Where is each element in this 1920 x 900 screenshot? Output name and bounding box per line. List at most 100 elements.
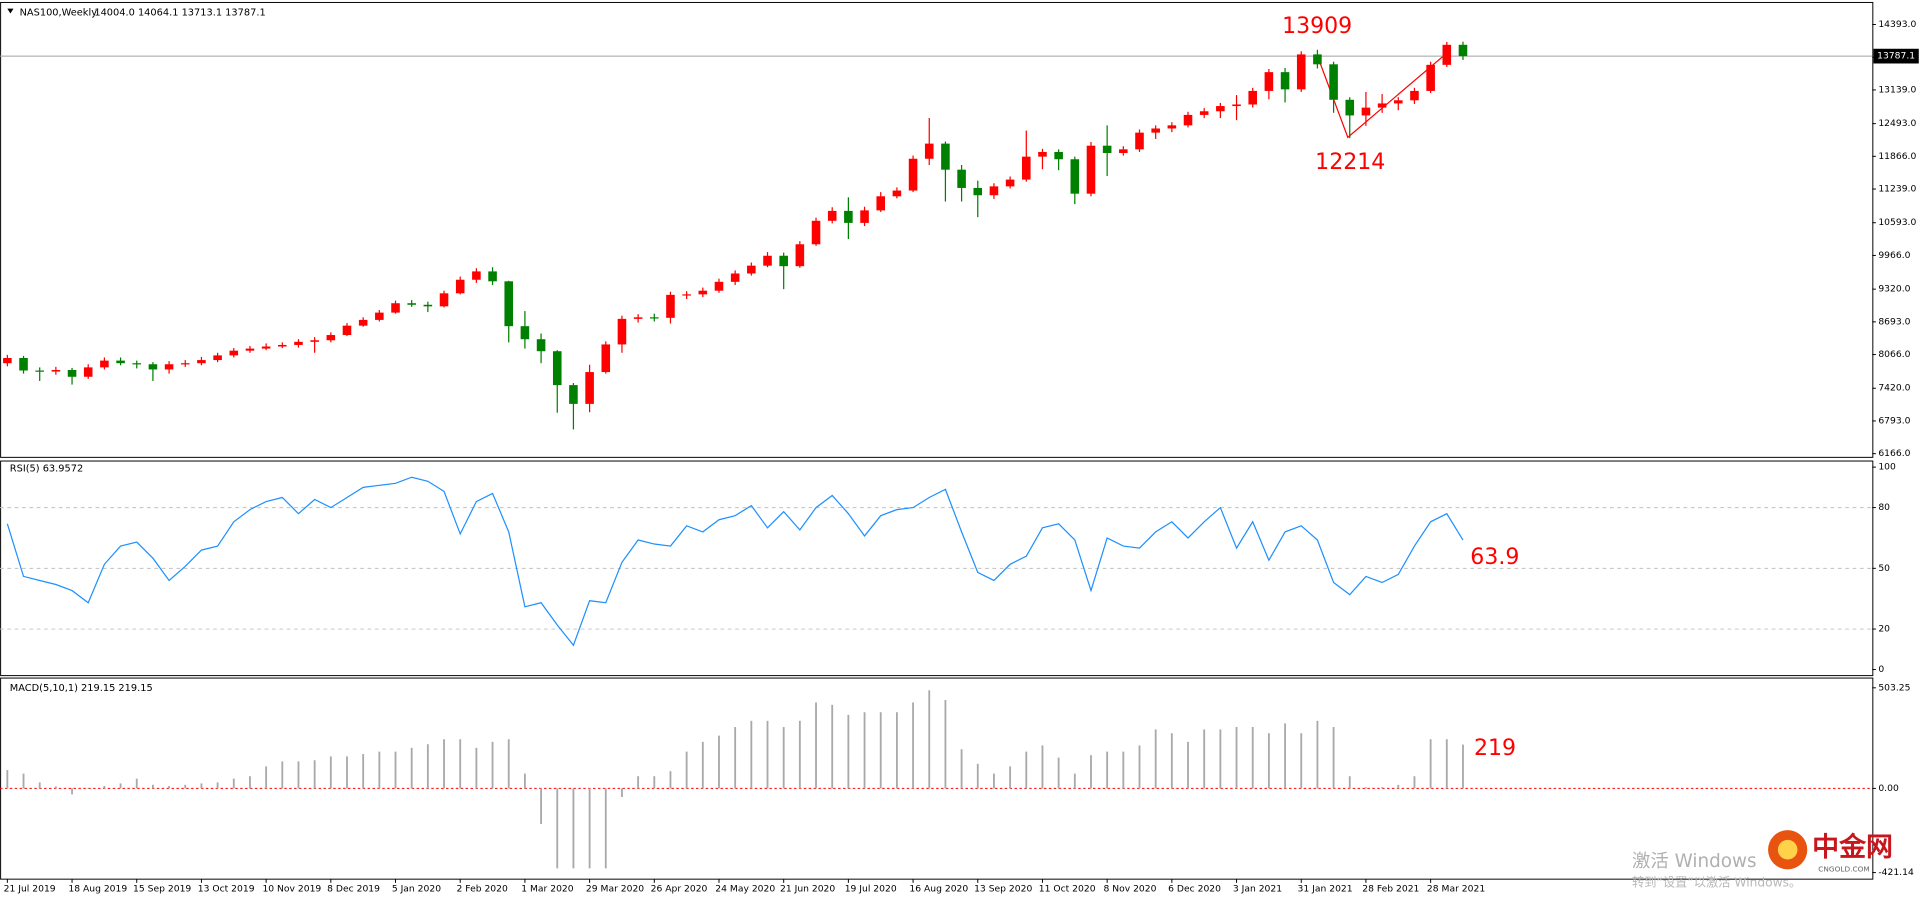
- macd-bar: [928, 690, 931, 789]
- candle-body: [1280, 72, 1290, 90]
- candle-body: [1248, 90, 1258, 105]
- macd-bar: [6, 770, 9, 789]
- macd-bar: [249, 776, 251, 789]
- y-tick-label: 0.00: [1878, 783, 1899, 794]
- watermark: 转到“设置”以激活 Windows。: [1632, 874, 1801, 889]
- candle-body: [795, 244, 805, 267]
- candle-body: [132, 363, 142, 365]
- macd-bar: [944, 700, 947, 789]
- macd-bar: [1009, 766, 1012, 789]
- macd-bar: [329, 756, 332, 789]
- candle-body: [650, 317, 659, 319]
- macd-bar: [588, 788, 591, 869]
- y-tick-label: 11239.0: [1878, 184, 1916, 195]
- macd-bar: [507, 739, 510, 789]
- candle-body: [35, 370, 44, 372]
- x-tick-label: 3 Jan 2021: [1233, 883, 1282, 894]
- ohlc-text: 14004.0 14064.1 13713.1 13787.1: [94, 7, 265, 18]
- candle-body: [1296, 54, 1306, 90]
- candle-body: [633, 317, 643, 319]
- rsi-title: RSI(5) 63.9572: [10, 463, 83, 474]
- x-tick-label: 28 Mar 2021: [1427, 883, 1485, 894]
- x-tick-label: 11 Oct 2020: [1039, 883, 1096, 894]
- candle-body: [1167, 125, 1177, 129]
- macd-bar: [621, 788, 623, 798]
- candle-body: [973, 187, 983, 196]
- y-tick-label: 50: [1878, 563, 1890, 574]
- candle-body: [1232, 104, 1241, 107]
- candle-body: [407, 303, 416, 305]
- candle-body: [1442, 44, 1452, 65]
- candle-body: [957, 169, 966, 188]
- x-tick-label: 5 Jan 2020: [392, 883, 441, 894]
- logo-name: 中金网: [1812, 831, 1893, 863]
- y-tick-label: 100: [1878, 462, 1896, 473]
- x-tick-label: 8 Dec 2019: [327, 883, 380, 894]
- x-tick-label: 18 Aug 2019: [68, 883, 127, 894]
- macd-bar: [297, 761, 300, 789]
- candle-body: [51, 369, 61, 372]
- candle-body: [617, 318, 627, 345]
- candle-body: [698, 290, 708, 295]
- x-tick-label: 31 Jan 2021: [1298, 883, 1353, 894]
- candle-body: [682, 294, 691, 296]
- macd-bar: [960, 749, 963, 789]
- x-tick-label: 1 Mar 2020: [521, 883, 574, 894]
- candle-body: [1119, 149, 1128, 153]
- macd-bar: [1462, 744, 1464, 789]
- macd-bar: [1397, 784, 1400, 789]
- macd-bar: [1122, 751, 1125, 789]
- candle-body: [1264, 72, 1274, 91]
- annotation: 13909: [1282, 14, 1352, 39]
- macd-bar: [1073, 773, 1076, 789]
- macd-bar: [798, 720, 801, 789]
- candle-body: [747, 265, 756, 274]
- macd-bar: [782, 727, 785, 789]
- candle-body: [1005, 179, 1015, 187]
- watermark: 激活 Windows: [1632, 851, 1757, 872]
- candle-body: [391, 303, 400, 313]
- macd-bar: [71, 788, 73, 795]
- candle-body: [504, 281, 514, 327]
- y-tick-label: 20: [1878, 624, 1890, 635]
- macd-bar: [1235, 727, 1238, 789]
- macd-bar: [168, 786, 171, 789]
- candle-body: [892, 190, 902, 197]
- candle-body: [1102, 145, 1112, 153]
- candle-body: [294, 341, 303, 345]
- macd-bar: [1170, 733, 1173, 789]
- macd-bar: [491, 741, 494, 789]
- macd-bar: [1300, 733, 1303, 789]
- macd-bar: [1445, 739, 1448, 789]
- macd-bar: [410, 747, 413, 789]
- candle-body: [1329, 64, 1338, 100]
- candle-body: [569, 385, 578, 404]
- y-tick-label: 7420.0: [1878, 383, 1910, 394]
- candle-body: [1410, 90, 1419, 101]
- macd-bar: [572, 788, 575, 869]
- candle-body: [520, 326, 530, 340]
- candle-body: [552, 351, 562, 386]
- y-tick-label: -421.14: [1878, 867, 1914, 878]
- candle-body: [666, 294, 675, 318]
- x-tick-label: 21 Jul 2019: [4, 883, 56, 894]
- macd-bar: [701, 741, 704, 789]
- macd-bar: [135, 778, 138, 789]
- macd-bar: [766, 720, 769, 789]
- candle-body: [67, 369, 77, 377]
- candle-body: [1183, 114, 1193, 126]
- candle-body: [455, 279, 465, 294]
- x-tick-label: 2 Feb 2020: [457, 883, 508, 894]
- macd-bar: [281, 761, 284, 789]
- macd-bar: [54, 786, 57, 789]
- candle-body: [1086, 145, 1096, 194]
- x-tick-label: 8 Nov 2020: [1103, 883, 1156, 894]
- candle-body: [472, 271, 481, 280]
- macd-bar: [912, 702, 914, 789]
- y-tick-label: 13139.0: [1878, 84, 1916, 95]
- macd-bar: [540, 788, 542, 824]
- macd-bar: [475, 747, 478, 789]
- x-tick-label: 13 Sep 2020: [974, 883, 1032, 894]
